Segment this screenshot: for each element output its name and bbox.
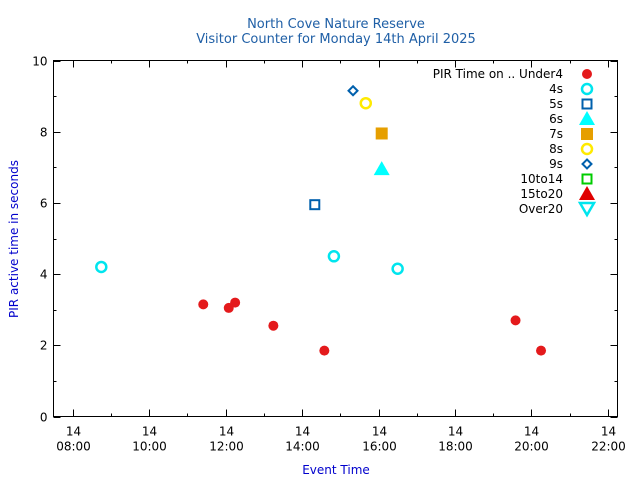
data-point [373,161,390,176]
x-axis-title: Event Time [302,463,370,477]
legend-marker [582,69,592,79]
x-tick-label-time: 20:00 [514,440,549,454]
data-point [95,260,108,274]
y-axis-title: PIR active time in seconds [7,160,21,318]
data-point [319,345,330,356]
data-point [268,320,279,331]
legend-label: 8s [549,142,563,156]
x-tick-label-time: 18:00 [438,440,473,454]
x-tick-label-time: 16:00 [362,440,397,454]
x-tick-label-date: 14 [295,425,310,439]
x-tick-label-time: 22:00 [591,440,626,454]
legend-marker [577,201,597,218]
x-tick-label-time: 08:00 [56,440,91,454]
y-tick-label: 0 [40,411,48,425]
x-tick-label-date: 14 [601,425,616,439]
legend-marker [579,111,595,125]
legend-label: 9s [549,157,563,171]
data-point [375,127,388,140]
legend-marker [581,98,593,110]
legend-marker [581,173,593,185]
x-tick-label-date: 14 [219,425,234,439]
data-point [230,297,241,308]
legend-marker [579,186,595,200]
data-points [95,84,547,356]
x-tick-label-date: 14 [142,425,157,439]
data-point [347,84,359,97]
legend-marker [580,142,594,156]
legend-marker [581,128,593,140]
legend-label: 5s [549,97,563,111]
legend-title: PIR Time on .. Under4 [433,67,563,81]
x-tick-label-time: 14:00 [285,440,320,454]
data-point [391,262,404,276]
data-point [359,96,373,110]
x-tick-label-time: 12:00 [209,440,244,454]
x-axis: 1408:001410:001412:001414:001416:001418:… [56,60,626,454]
legend-label: 7s [549,127,563,141]
legend-label: 4s [549,82,563,96]
x-tick-label-time: 10:00 [132,440,167,454]
x-tick-label-date: 14 [66,425,81,439]
y-tick-label: 4 [40,268,48,282]
legend-label: 6s [549,112,563,126]
data-point [198,299,209,310]
chart-subtitle: Visitor Counter for Monday 14th April 20… [196,32,476,47]
data-point [510,315,521,326]
data-point [327,250,341,263]
data-point [536,345,547,356]
y-tick-label: 10 [32,55,47,69]
chart-title: North Cove Nature Reserve [247,17,425,32]
plot-frame [53,60,618,417]
y-axis: 0 2 4 6 8 10 [32,55,618,425]
data-point [309,199,321,211]
y-tick-label: 8 [40,126,48,140]
x-tick-label-date: 14 [524,425,539,439]
legend-marker [580,82,594,96]
legend-label: 10to14 [520,172,563,186]
legend-label: Over20 [519,202,563,216]
legend: PIR Time on .. Under44s5s6s7s8s9s10to141… [433,67,597,218]
legend-marker [581,158,593,170]
x-tick-label-date: 14 [448,425,463,439]
x-tick-label-date: 14 [372,425,387,439]
legend-label: 15to20 [520,187,563,201]
y-tick-label: 6 [40,197,48,211]
y-tick-label: 2 [40,339,48,353]
